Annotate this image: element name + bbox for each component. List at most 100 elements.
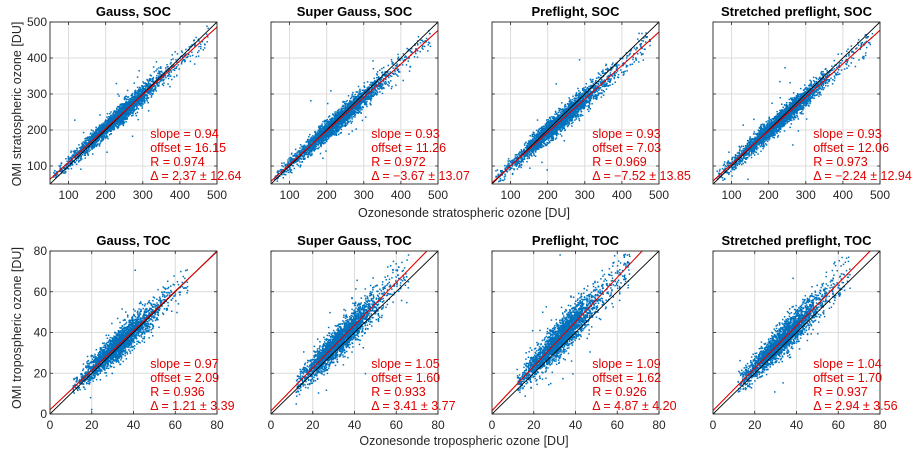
data-point [325,132,327,134]
data-point [355,105,358,108]
data-point [358,103,361,106]
y-axis-label-top: OMI stratospheric ozone [DU] [10,22,24,187]
data-point [353,113,356,115]
data-point [301,150,303,153]
data-point [78,144,80,146]
data-point [380,87,383,90]
data-point [149,79,151,81]
data-point [392,63,394,65]
data-point [320,130,323,133]
data-point [84,140,86,142]
data-point [69,158,71,160]
data-point [69,157,71,159]
data-point [289,156,292,159]
data-point [299,151,301,153]
data-point [385,75,387,78]
data-point [77,157,79,160]
data-point [73,161,76,164]
data-point [207,27,209,30]
data-point [381,86,383,88]
data-point [144,94,146,96]
data-point [125,98,128,101]
data-point [155,78,158,80]
data-point [315,141,317,143]
data-point [293,167,296,170]
data-point [381,71,383,74]
data-point [173,69,176,72]
data-point [73,154,75,156]
data-point [325,135,328,137]
data-point [203,43,206,45]
data-point [119,111,121,113]
data-point [362,98,365,100]
data-point [102,138,105,140]
data-point [385,73,388,75]
data-point [97,132,99,135]
data-point [124,103,126,105]
data-point [122,103,125,105]
data-point [156,68,158,70]
data-point [97,140,99,143]
data-point [71,163,73,165]
data-point [334,112,336,115]
data-point [313,150,315,152]
data-point [174,67,176,70]
data-point [349,103,351,106]
data-point [99,124,101,127]
data-point [323,125,325,128]
data-point [145,94,147,97]
data-point [341,124,344,126]
data-point [172,69,174,71]
data-point [70,151,72,154]
data-point [313,145,316,148]
data-point [417,35,420,38]
data-point [110,116,112,118]
data-point [354,111,356,114]
data-point [133,98,136,101]
data-point [332,129,334,131]
data-point [141,107,144,109]
data-point [106,136,109,138]
data-point [95,141,98,143]
data-point [299,161,301,163]
data-point [306,153,309,156]
data-point [319,152,322,155]
data-point [147,101,149,104]
data-point [205,33,208,35]
panel-1-stat-2: offset = 16.15 [150,141,226,155]
data-point [397,75,399,77]
data-point [77,151,79,154]
data-point [159,71,161,73]
data-point [299,155,302,158]
data-point [97,126,100,129]
data-point [147,92,150,94]
data-point [329,122,331,125]
data-point [298,158,300,161]
data-point [131,110,134,112]
data-point [150,87,152,90]
data-point [379,84,382,87]
data-point [103,135,105,138]
data-point [118,114,121,116]
data-point [131,115,133,117]
data-point [160,66,162,68]
data-point [81,142,83,145]
data-point [129,105,132,108]
data-point [109,116,111,118]
data-point [140,97,142,99]
data-point [307,152,310,155]
data-point [300,145,303,148]
data-point [135,91,138,94]
data-point [347,117,349,120]
data-point [345,124,348,127]
data-point [407,48,410,51]
data-point [361,100,363,102]
data-point [328,129,331,131]
data-point [156,83,158,85]
data-point [148,89,151,92]
data-point [96,139,99,142]
data-point [355,91,358,93]
data-point [101,134,104,136]
data-point [86,149,88,152]
data-point [168,71,171,73]
